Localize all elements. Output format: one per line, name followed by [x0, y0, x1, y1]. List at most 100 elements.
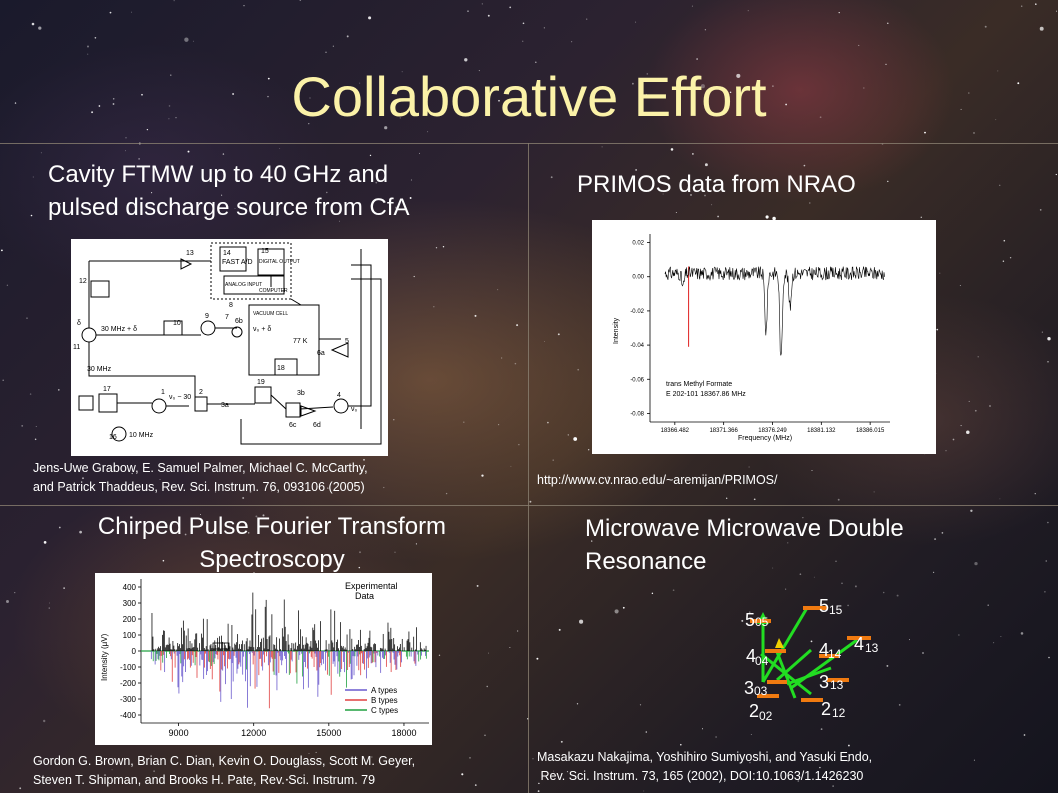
star [498, 424, 500, 426]
cp-citation: Gordon G. Brown, Brian C. Dian, Kevin O.… [33, 752, 415, 790]
star [885, 63, 887, 65]
star [873, 491, 875, 493]
label-11: 11 [73, 344, 80, 351]
star [249, 490, 252, 493]
level-212-sub: 12 [832, 706, 846, 720]
label-8: 8 [229, 302, 233, 309]
star [399, 117, 401, 119]
star [813, 576, 815, 578]
star [481, 3, 483, 5]
cp-x-tick-label: 12000 [241, 728, 266, 738]
cp-ftmw-spectrum-chart: 400 300 200 100 0 -100 -200 -300 -400 9000 12000 1… [95, 573, 432, 745]
cavity-ftmw-schematic: 12 13 14 15 FAST A/D DIGITAL OUTPUT ANAL… [71, 239, 388, 456]
cp-ylabel: Intensity (μV) [100, 633, 109, 681]
star [214, 491, 217, 493]
star [968, 92, 970, 94]
label-fast-ad: FAST A/D [222, 259, 253, 266]
star [170, 74, 172, 76]
star [772, 216, 776, 221]
star [651, 592, 654, 595]
star [43, 541, 47, 544]
primos-x-tick-label: 18366.482 [661, 428, 690, 434]
mmdr-heading: Microwave Microwave Double Resonance [585, 512, 904, 578]
star [987, 604, 989, 606]
star [586, 18, 588, 20]
star [125, 137, 127, 139]
star [847, 604, 849, 607]
star [184, 533, 187, 536]
star [31, 22, 35, 26]
star [168, 105, 171, 107]
level-202-sub: 02 [759, 709, 773, 723]
star [19, 787, 22, 790]
star [401, 71, 403, 73]
star [255, 515, 258, 518]
star [358, 566, 361, 569]
star [497, 289, 499, 291]
star [339, 220, 340, 222]
star [1023, 734, 1026, 736]
star [717, 215, 719, 218]
star [810, 640, 813, 643]
level-505-sub: 05 [755, 615, 769, 629]
label-77k: 77 K [293, 338, 308, 345]
star [646, 73, 649, 75]
mmdr-citation-line1: Masakazu Nakajima, Yoshihiro Sumiyoshi, … [537, 750, 873, 764]
mmdr-heading-line1: Microwave Microwave Double [585, 515, 904, 542]
star [704, 163, 708, 167]
star [700, 84, 705, 89]
star [558, 628, 561, 631]
star [368, 16, 372, 20]
star [87, 45, 89, 48]
cp-heading-line2: Spectroscopy [199, 546, 345, 573]
star [522, 40, 524, 42]
star [777, 770, 779, 772]
star [63, 587, 65, 589]
star [672, 589, 675, 592]
label-6d: 6d [313, 422, 321, 429]
cavity-ftmw-heading: Cavity FTMW up to 40 GHz and pulsed disc… [48, 158, 410, 224]
star [973, 759, 975, 761]
cp-citation-line1: Gordon G. Brown, Brian C. Dian, Kevin O.… [33, 754, 416, 768]
star [1045, 560, 1047, 562]
star [1020, 632, 1024, 635]
star [383, 486, 385, 489]
star [518, 444, 520, 446]
star [484, 734, 486, 737]
star [1020, 5, 1023, 7]
star [835, 560, 837, 563]
star [48, 607, 50, 609]
star [221, 194, 223, 196]
star [474, 314, 477, 317]
star [858, 44, 860, 46]
star [729, 91, 732, 94]
star [309, 97, 311, 99]
star [153, 770, 156, 773]
star [509, 647, 511, 648]
star [696, 58, 698, 60]
label-19: 19 [257, 379, 265, 386]
star [474, 784, 477, 786]
star [787, 542, 789, 544]
star [141, 93, 143, 96]
star [461, 773, 464, 776]
primos-link[interactable]: http://www.cv.nrao.edu/~aremijan/PRIMOS/ [537, 473, 778, 487]
star [445, 492, 448, 495]
label-vo-plus-delta: ν₀ + δ [253, 326, 271, 333]
label-6c: 6c [289, 422, 297, 429]
star [952, 438, 955, 441]
star [847, 744, 850, 747]
cavity-heading-line1: Cavity FTMW up to 40 GHz and [48, 161, 389, 188]
star [847, 760, 849, 762]
star [715, 736, 717, 738]
star [670, 148, 674, 151]
star [369, 154, 372, 157]
star [529, 500, 532, 503]
star [886, 664, 889, 667]
star [819, 116, 822, 119]
cp-x-tick-label: 18000 [391, 728, 416, 738]
cp-heading-line1: Chirped Pulse Fourier Transform [97, 513, 447, 540]
level-505-main: 5 [745, 610, 755, 630]
star [262, 514, 265, 517]
star [374, 521, 377, 523]
